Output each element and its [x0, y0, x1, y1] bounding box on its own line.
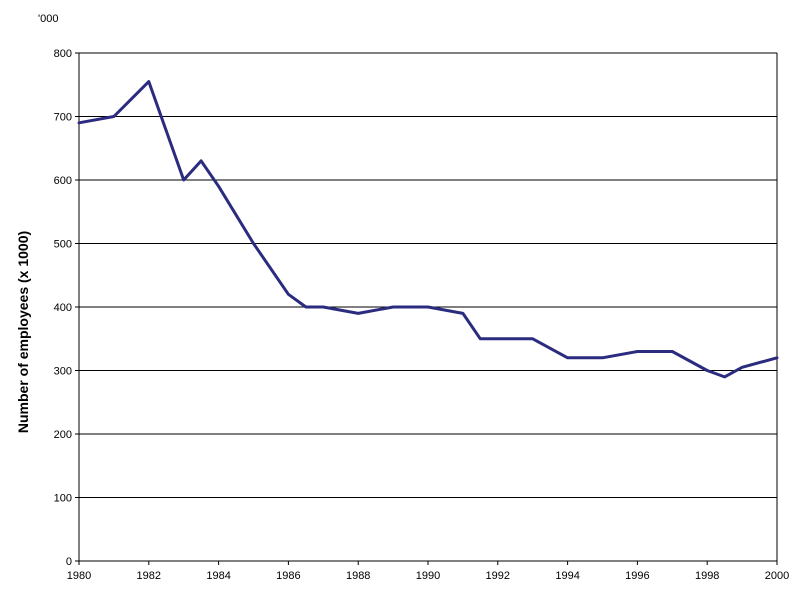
- series-group: [77, 80, 779, 379]
- y-tick-label: 300: [54, 366, 72, 378]
- y-axis-title: Number of employees (x 1000): [15, 231, 31, 433]
- y-tick-label: 100: [54, 493, 72, 505]
- x-tick-label: 1988: [346, 570, 370, 582]
- x-tick-label: 2000: [765, 570, 789, 582]
- y-axis-unit-label: '000: [38, 13, 58, 25]
- x-tick-label: 1994: [555, 570, 579, 582]
- x-tick-label: 1990: [416, 570, 440, 582]
- x-tick-label: 1980: [67, 570, 91, 582]
- x-tick-label: 1982: [137, 570, 161, 582]
- y-axis-tick-labels: 0 100 200 300 400 500 600 700 800: [54, 48, 72, 568]
- gridlines: [79, 52, 777, 498]
- x-tick-label: 1986: [276, 570, 300, 582]
- axes: [75, 52, 778, 565]
- x-tick-label: 1984: [206, 570, 230, 582]
- x-tick-label: 1998: [695, 570, 719, 582]
- y-tick-label: 500: [54, 239, 72, 251]
- x-axis-tick-labels: 1980 1982 1984 1986 1988 1990 1992 1994 1996 1998…: [67, 570, 789, 582]
- y-tick-label: 800: [54, 48, 72, 60]
- series-line: [77, 80, 779, 379]
- y-tick-label: 200: [54, 429, 72, 441]
- y-tick-label: 700: [54, 112, 72, 124]
- x-tick-label: 1992: [486, 570, 510, 582]
- y-tick-label: 0: [66, 556, 72, 568]
- y-tick-label: 600: [54, 175, 72, 187]
- y-tick-label: 400: [54, 302, 72, 314]
- x-tick-label: 1996: [625, 570, 649, 582]
